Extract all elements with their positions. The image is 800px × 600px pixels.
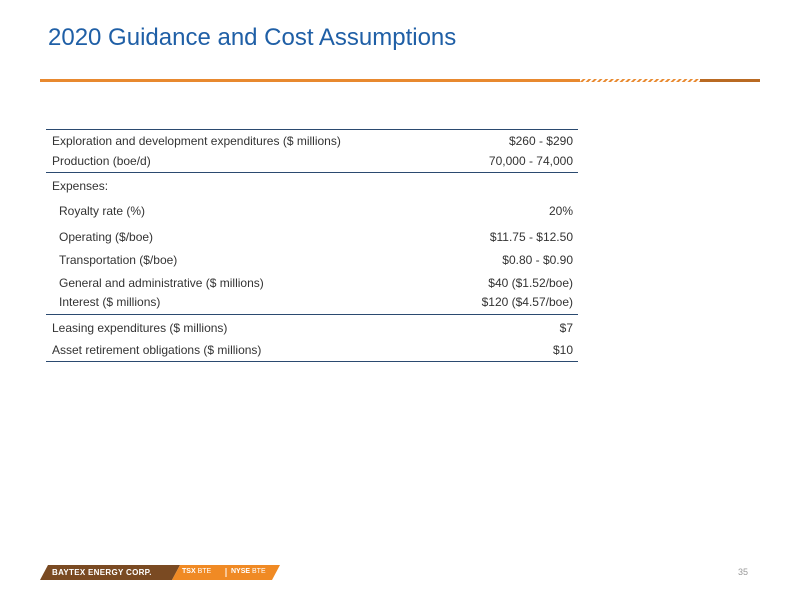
table-row: Operating ($/boe) $11.75 - $12.50	[46, 227, 578, 247]
symbol: BTE	[197, 568, 212, 575]
row-value: $11.75 - $12.50	[489, 230, 573, 244]
table-row: General and administrative ($ millions) $…	[46, 273, 578, 293]
row-label: Exploration and development expenditures…	[52, 134, 341, 148]
row-label: General and administrative ($ millions)	[59, 276, 264, 290]
table-rule	[46, 314, 578, 315]
row-label: Interest ($ millions)	[59, 295, 161, 309]
page-number: 35	[738, 567, 749, 577]
row-label: Production (boe/d)	[52, 154, 151, 168]
table-rule	[46, 129, 578, 130]
row-value: $260 - $290	[508, 134, 573, 148]
table-row: Royalty rate (%) 20%	[46, 201, 578, 221]
row-value: $40 ($1.52/boe)	[488, 276, 573, 290]
row-label: Expenses:	[52, 179, 109, 193]
row-label: Operating ($/boe)	[59, 230, 154, 244]
ticker: NYSE BTE	[231, 568, 266, 575]
table-row: Interest ($ millions) $120 ($4.57/boe)	[46, 292, 578, 312]
table-row: Leasing expenditures ($ millions) $7	[46, 318, 578, 338]
table-row: Asset retirement obligations ($ millions…	[46, 340, 578, 360]
table-row: Production (boe/d) 70,000 - 74,000	[46, 151, 578, 171]
symbol: BTE	[252, 568, 266, 575]
exchange: TSX	[182, 568, 196, 575]
ticker: TSX BTE	[182, 568, 211, 575]
row-label: Royalty rate (%)	[59, 204, 146, 218]
row-value: $0.80 - $0.90	[502, 253, 573, 267]
row-value: $7	[559, 321, 573, 335]
row-label: Transportation ($/boe)	[59, 253, 178, 267]
table-row: Expenses:	[46, 176, 578, 196]
row-value: 20%	[548, 204, 573, 218]
table-row: Transportation ($/boe) $0.80 - $0.90	[46, 250, 578, 270]
table-rule	[46, 361, 578, 362]
company: BAYTEX ENERGY CORP.	[52, 568, 152, 577]
title: 2020 Guidance and Cost Assumptions	[48, 24, 457, 51]
row-label: Asset retirement obligations ($ millions…	[52, 343, 262, 357]
row-value: $10	[552, 343, 573, 357]
table-rule	[46, 172, 578, 173]
row-value: $120 ($4.57/boe)	[481, 295, 573, 309]
row-value: 70,000 - 74,000	[488, 154, 573, 168]
table-row: Exploration and development expenditures…	[46, 131, 578, 151]
row-label: Leasing expenditures ($ millions)	[52, 321, 228, 335]
exchange: NYSE	[231, 568, 251, 575]
